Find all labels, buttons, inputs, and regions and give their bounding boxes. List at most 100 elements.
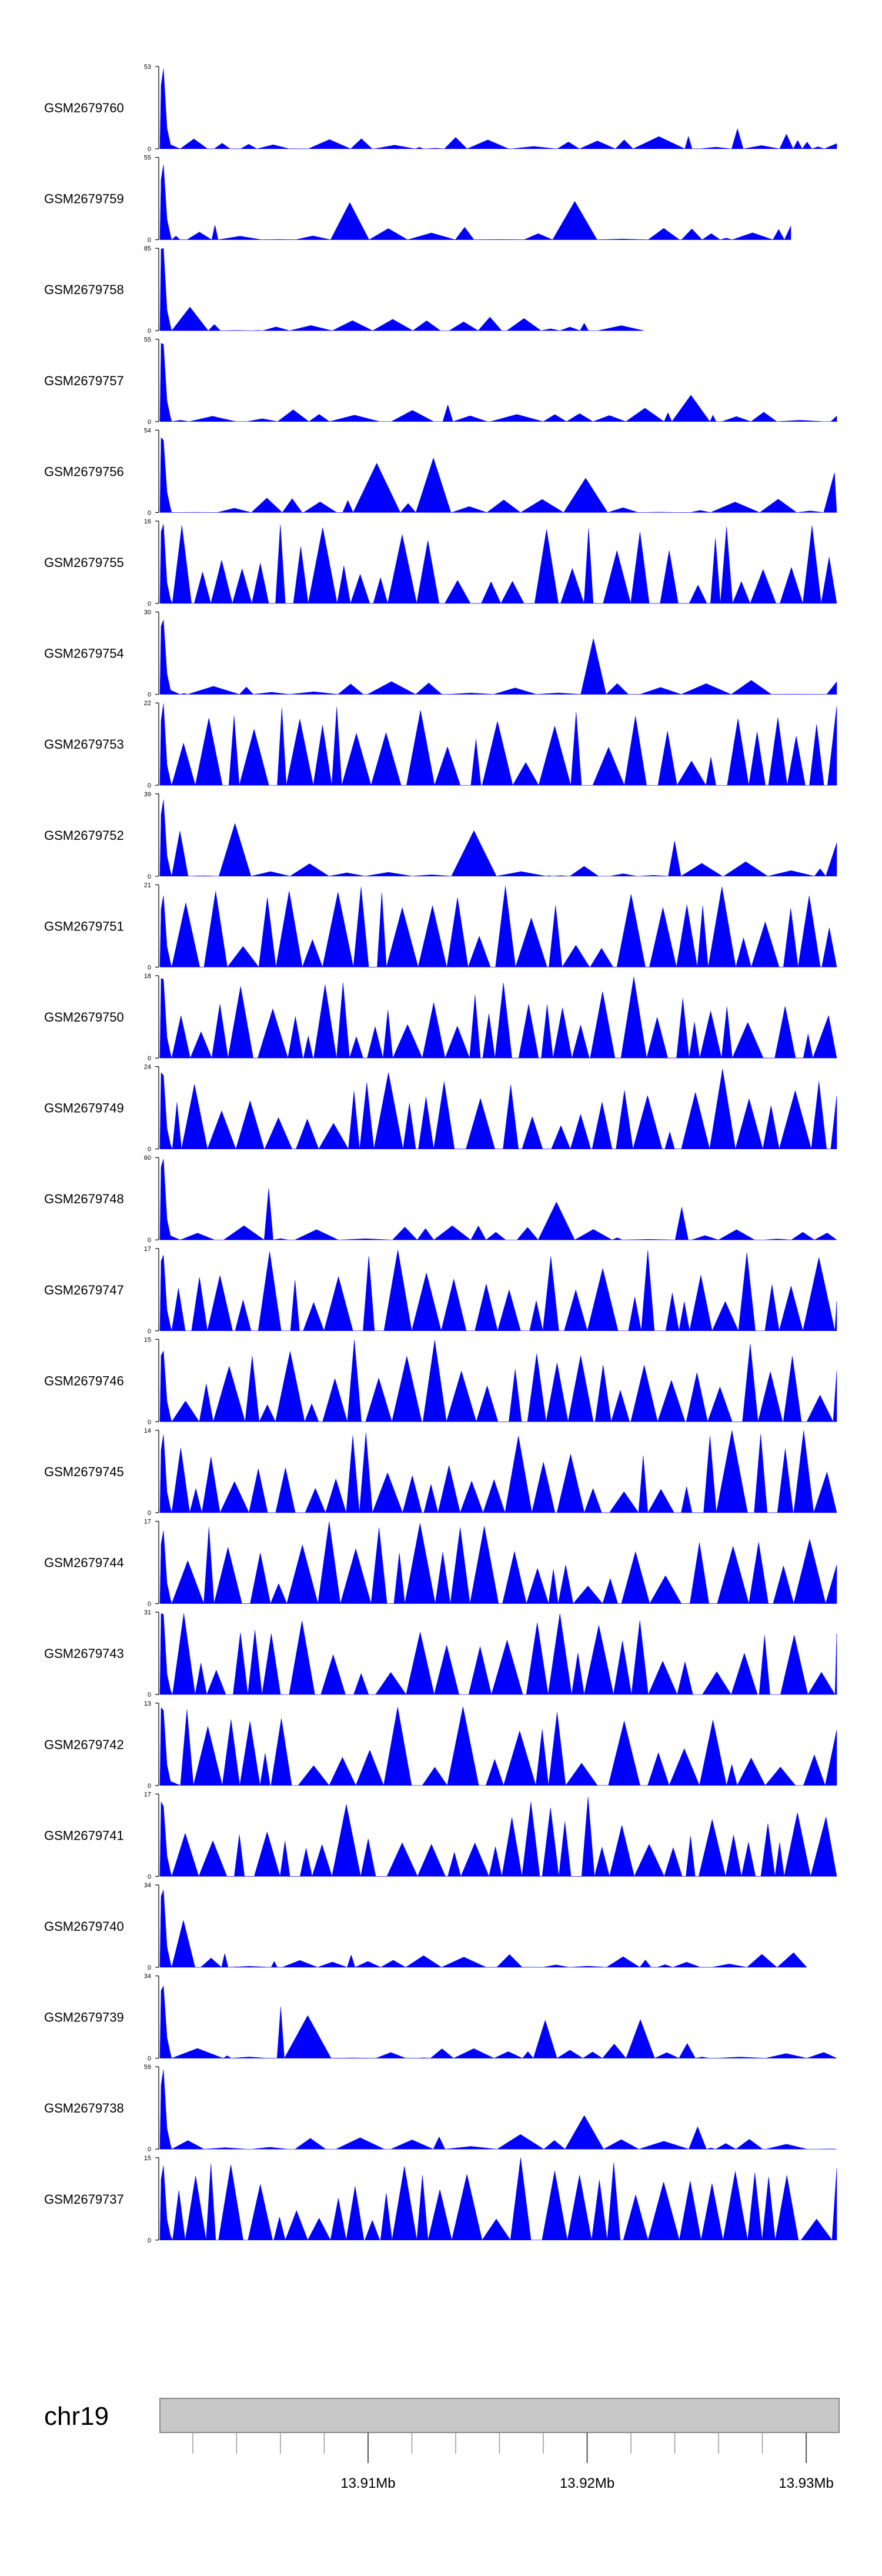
track-gsm2679747: GSM2679747 17 0	[44, 1246, 837, 1335]
track-gsm2679749: GSM2679749 24 0	[44, 1064, 837, 1153]
coverage-area	[159, 523, 837, 604]
y-max-label: 21	[144, 882, 151, 889]
y-min-label: 0	[148, 1146, 151, 1153]
y-max-label: 17	[144, 1246, 151, 1253]
coverage-area	[159, 248, 644, 331]
y-max-label: 53	[144, 64, 151, 71]
coverage-area	[159, 620, 837, 695]
y-max-label: 15	[144, 1336, 151, 1343]
track-label: GSM2679750	[44, 1010, 124, 1025]
coverage-area	[159, 1521, 837, 1604]
track-gsm2679760: GSM2679760 53 0	[44, 64, 837, 153]
coverage-area	[159, 1613, 837, 1696]
track-gsm2679753: GSM2679753 22 0	[44, 700, 837, 789]
y-max-label: 39	[144, 791, 151, 798]
y-min-label: 0	[148, 2146, 151, 2153]
track-label: GSM2679751	[44, 919, 124, 933]
coverage-area	[159, 1985, 837, 2059]
y-max-label: 85	[144, 245, 151, 252]
y-min-label: 0	[148, 1783, 151, 1790]
track-gsm2679757: GSM2679757 55 0	[44, 336, 837, 426]
track-gsm2679748: GSM2679748 60 0	[44, 1154, 837, 1244]
coverage-area	[159, 1340, 837, 1423]
track-gsm2679737: GSM2679737 15 0	[44, 2155, 837, 2244]
y-max-label: 13	[144, 1700, 151, 1707]
ideogram-tick-label: 13.91Mb	[340, 2475, 395, 2491]
ideogram-tick-label: 13.92Mb	[560, 2475, 614, 2491]
y-min-label: 0	[148, 328, 151, 335]
track-label: GSM2679737	[44, 2192, 124, 2207]
ideogram-ticks: 13.91Mb 13.92Mb 13.93Mb	[192, 2432, 834, 2491]
y-max-label: 30	[144, 609, 151, 616]
y-min-label: 0	[148, 1601, 151, 1608]
track-label: GSM2679747	[44, 1283, 124, 1297]
track-gsm2679759: GSM2679759 55 0	[44, 155, 791, 244]
track-label: GSM2679760	[44, 101, 124, 115]
y-min-label: 0	[148, 1055, 151, 1062]
track-label: GSM2679745	[44, 1464, 124, 1479]
coverage-area	[159, 1890, 807, 1968]
coverage-area	[159, 1430, 837, 1513]
y-max-label: 22	[144, 700, 151, 707]
coverage-area	[159, 1159, 837, 1240]
chromosome-label: chr19	[44, 2402, 109, 2431]
track-label: GSM2679748	[44, 1192, 124, 1206]
coverage-area	[159, 2069, 837, 2150]
y-min-label: 0	[148, 1873, 151, 1880]
coverage-area	[159, 703, 837, 786]
y-max-label: 34	[144, 1973, 151, 1980]
y-min-label: 0	[148, 1237, 151, 1244]
y-min-label: 0	[148, 1328, 151, 1335]
track-label: GSM2679752	[44, 828, 124, 843]
chromosome-ideogram: chr19 13.91Mb 13.92Mb 13.93Mb	[44, 2398, 840, 2491]
y-min-label: 0	[148, 692, 151, 699]
y-max-label: 14	[144, 1427, 151, 1434]
y-min-label: 0	[148, 1964, 151, 1971]
track-label: GSM2679754	[44, 646, 124, 661]
y-min-label: 0	[148, 509, 151, 516]
track-label: GSM2679739	[44, 2010, 124, 2025]
y-max-label: 60	[144, 1154, 151, 1162]
track-label: GSM2679758	[44, 282, 124, 297]
track-label: GSM2679749	[44, 1101, 124, 1116]
coverage-area	[159, 1797, 837, 1877]
track-label: GSM2679755	[44, 555, 124, 570]
y-max-label: 17	[144, 1791, 151, 1798]
coverage-area	[159, 977, 837, 1059]
y-max-label: 18	[144, 973, 151, 980]
track-gsm2679745: GSM2679745 14 0	[44, 1427, 837, 1517]
track-gsm2679755: GSM2679755 16 0	[44, 518, 837, 608]
y-max-label: 17	[144, 1519, 151, 1526]
coverage-area	[159, 2157, 837, 2241]
track-gsm2679751: GSM2679751 21 0	[44, 882, 837, 971]
y-min-label: 0	[148, 2237, 151, 2244]
y-min-label: 0	[148, 2056, 151, 2063]
y-max-label: 55	[144, 336, 151, 343]
track-gsm2679742: GSM2679742 13 0	[44, 1700, 837, 1790]
coverage-area	[159, 1706, 837, 1786]
coverage-area	[159, 1069, 837, 1150]
track-label: GSM2679757	[44, 373, 124, 388]
track-label: GSM2679738	[44, 2101, 124, 2115]
track-gsm2679744: GSM2679744 17 0	[44, 1519, 837, 1608]
y-min-label: 0	[148, 964, 151, 971]
y-min-label: 0	[148, 782, 151, 789]
y-min-label: 0	[148, 237, 151, 244]
coverage-area	[159, 799, 837, 877]
y-max-label: 34	[144, 1882, 151, 1889]
track-label: GSM2679759	[44, 192, 124, 206]
track-gsm2679758: GSM2679758 85 0	[44, 245, 644, 335]
track-gsm2679740: GSM2679740 34 0	[44, 1882, 807, 1971]
coverage-area	[159, 1250, 837, 1332]
y-min-label: 0	[148, 1691, 151, 1699]
coverage-area	[159, 343, 837, 422]
y-max-label: 24	[144, 1064, 151, 1071]
track-label: GSM2679743	[44, 1646, 124, 1661]
coverage-area	[159, 886, 837, 968]
y-max-label: 54	[144, 427, 151, 434]
track-gsm2679754: GSM2679754 30 0	[44, 609, 837, 699]
track-gsm2679739: GSM2679739 34 0	[44, 1973, 837, 2063]
y-min-label: 0	[148, 146, 151, 153]
track-gsm2679756: GSM2679756 54 0	[44, 427, 837, 516]
